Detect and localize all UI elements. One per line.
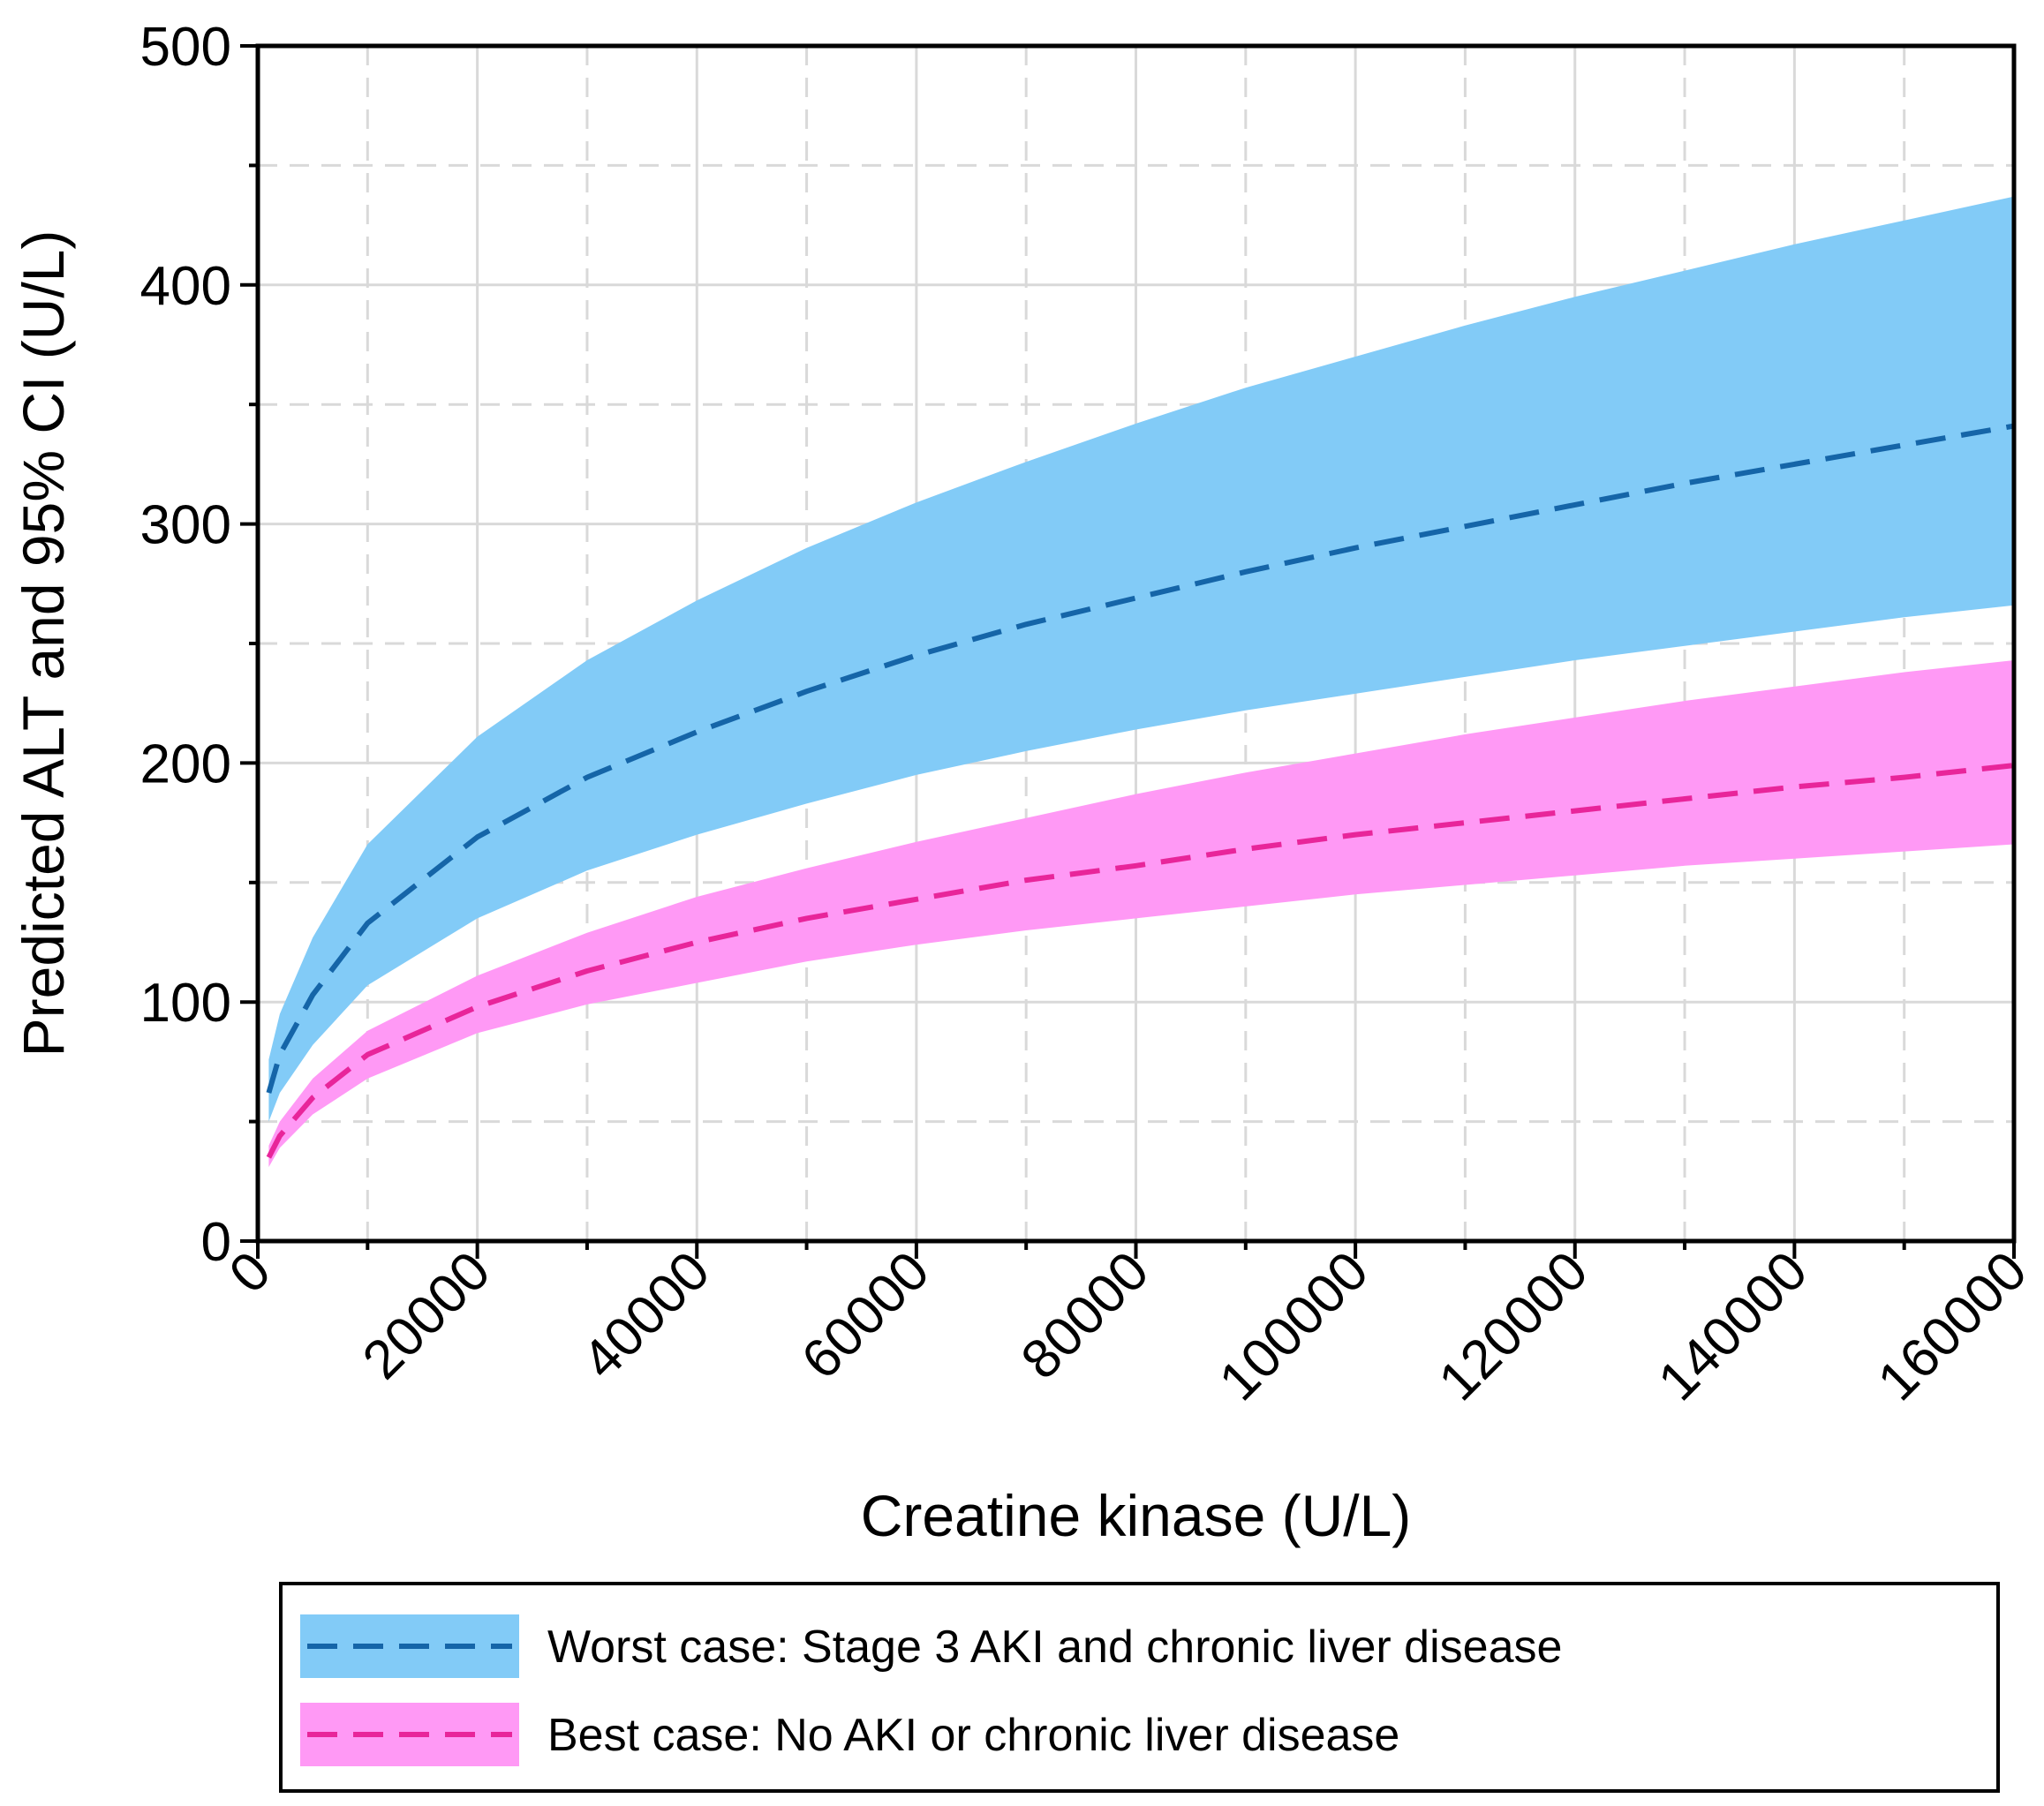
x-tick-label: 40000 [570, 1240, 721, 1391]
confidence-bands [268, 196, 2014, 1168]
legend-label-best-case: Best case: No AKI or chronic liver disea… [547, 1710, 1399, 1761]
x-tick-label: 20000 [351, 1240, 502, 1391]
y-tick-label: 300 [140, 495, 231, 556]
x-tick-label: 160000 [1867, 1240, 2039, 1412]
legend-box [279, 1582, 2000, 1793]
y-tick-label: 500 [140, 17, 231, 78]
y-tick-label: 200 [140, 734, 231, 794]
prediction-line-best-case [266, 763, 2015, 1159]
x-tick-label: 60000 [790, 1240, 941, 1391]
prediction-line-worst-case [266, 423, 2015, 1094]
legend: Worst case: Stage 3 AKI and chronic live… [279, 1582, 2000, 1793]
legend-label-worst-case: Worst case: Stage 3 AKI and chronic live… [547, 1622, 1562, 1673]
y-tick-labels: 0 100 200 300 400 500 [140, 17, 231, 1273]
y-tick-label: 400 [140, 256, 231, 317]
axis-ticks [240, 44, 2016, 1259]
y-tick-label: 100 [140, 973, 231, 1034]
y-axis-title: Predicted ALT and 95% CI (U/L) [11, 230, 76, 1057]
ci-band-best-case [268, 660, 2014, 1168]
prediction-lines [266, 423, 2015, 1159]
ci-band-worst-case [268, 196, 2014, 1122]
y-tick-label: 0 [201, 1212, 231, 1273]
x-tick-label: 140000 [1647, 1240, 1819, 1412]
x-tick-label: 120000 [1428, 1240, 1600, 1412]
x-tick-label: 100000 [1208, 1240, 1380, 1412]
x-axis-title: Creatine kinase (U/L) [861, 1483, 1412, 1548]
x-tick-label: 80000 [1010, 1240, 1161, 1391]
x-tick-labels: 0 20000 40000 60000 80000 100000 120000 140000 1… [218, 1240, 2039, 1412]
